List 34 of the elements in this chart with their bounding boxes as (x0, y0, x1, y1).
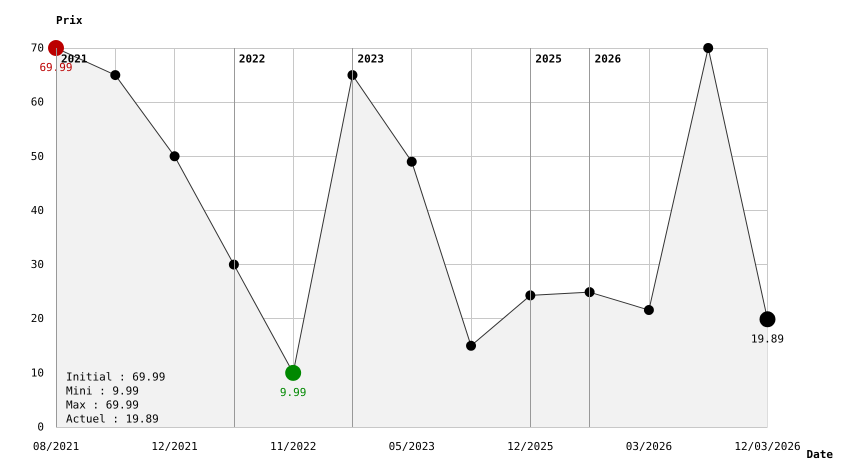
data-label: 69.99 (39, 61, 73, 74)
x-tick-label: 03/2026 (626, 440, 672, 453)
y-axis-title: Prix (56, 14, 83, 27)
annotation: 2026 (594, 52, 622, 66)
annotation: Mini : 9.99 (66, 384, 139, 398)
y-tick-label: 40 (30, 204, 44, 217)
x-axis-title: Date (806, 448, 834, 461)
annotation: 2022 (238, 52, 266, 66)
x-tick-label: 12/2021 (151, 440, 198, 453)
annotation: Initial : 69.99 (66, 370, 166, 384)
y-tick-label: 10 (30, 366, 44, 380)
y-tick-label: 20 (30, 312, 44, 326)
y-tick-label: 50 (30, 150, 44, 163)
x-tick-label: 11/2022 (270, 440, 316, 453)
point (110, 70, 120, 80)
x-tick-label: 12/03/2026 (734, 440, 801, 453)
annotation: Max : 69.99 (66, 398, 139, 412)
annotation: Actuel : 19.89 (66, 412, 159, 426)
x-tick-label: 08/2021 (32, 440, 80, 453)
y-tick-label: 70 (30, 42, 44, 54)
annotation: 2023 (357, 52, 384, 66)
x-tick-label: 05/2023 (388, 440, 435, 453)
point (644, 305, 654, 316)
point (703, 43, 714, 53)
point (466, 340, 476, 351)
point (170, 151, 180, 162)
y-tick-label: 30 (30, 258, 44, 272)
annotation: 2025 (535, 52, 562, 66)
data-label: 19.89 (750, 332, 784, 346)
y-tick-label: 0 (37, 420, 44, 434)
x-tick-label: 12/2025 (507, 440, 554, 453)
data-label: 9.99 (280, 386, 306, 399)
y-tick-label: 60 (30, 96, 44, 109)
point (406, 156, 417, 167)
